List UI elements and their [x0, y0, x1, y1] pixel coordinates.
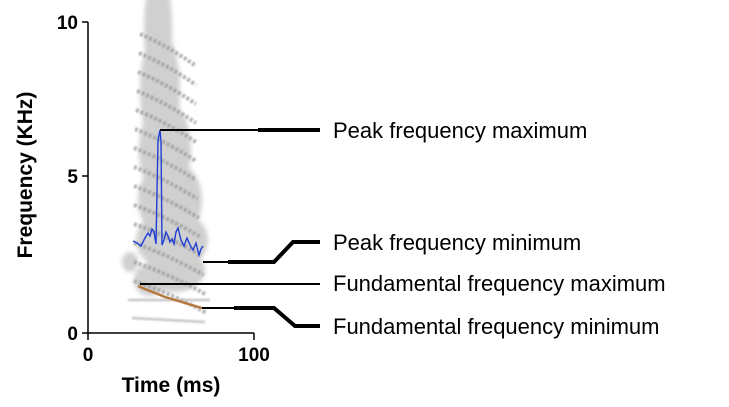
leader-lines	[140, 128, 320, 328]
peak-frequency-trace	[132, 129, 204, 258]
y-tick-label-0: 0	[67, 324, 78, 345]
spectrogram-harmonic	[133, 165, 199, 201]
fund-min-leader-bold	[234, 306, 320, 328]
spectrogram-harmonic	[136, 89, 198, 125]
spectrogram-harmonic	[135, 108, 198, 144]
x-tick-label-0: 0	[83, 345, 94, 366]
spectrogram-low-band	[131, 316, 206, 324]
x-axis-title: Time (ms)	[122, 374, 221, 397]
spectrogram-image	[122, 0, 210, 324]
spectrogram-harmonic	[139, 32, 198, 68]
axes: 10 5 0 0 100 Frequency (KHz) Time (ms)	[14, 13, 270, 397]
spectrogram-harmonic	[133, 184, 201, 220]
spectrogram-harmonic	[133, 260, 206, 296]
spectrogram-harmonic	[133, 203, 202, 239]
spectrogram-harmonic	[138, 51, 198, 87]
spectrogram-cloud	[122, 252, 138, 272]
fundamental-frequency-trace	[137, 284, 203, 310]
spectrogram-harmonic	[137, 70, 198, 106]
peak-min-leader-bold	[228, 240, 320, 264]
spectrogram-harmonic	[133, 146, 198, 182]
spectrogram-harmonic	[134, 127, 198, 163]
y-tick-label-10: 10	[57, 13, 78, 34]
fundamental-frequency-minimum-label: Fundamental frequency minimum	[333, 314, 659, 339]
x-tick-label-100: 100	[238, 345, 270, 366]
y-axis-title: Frequency (KHz)	[14, 92, 37, 259]
y-tick-label-5: 5	[67, 167, 78, 188]
fundamental-frequency-maximum-label: Fundamental frequency maximum	[333, 271, 666, 296]
peak-frequency-maximum-label: Peak frequency maximum	[333, 118, 587, 143]
peak-frequency-minimum-label: Peak frequency minimum	[333, 230, 581, 255]
